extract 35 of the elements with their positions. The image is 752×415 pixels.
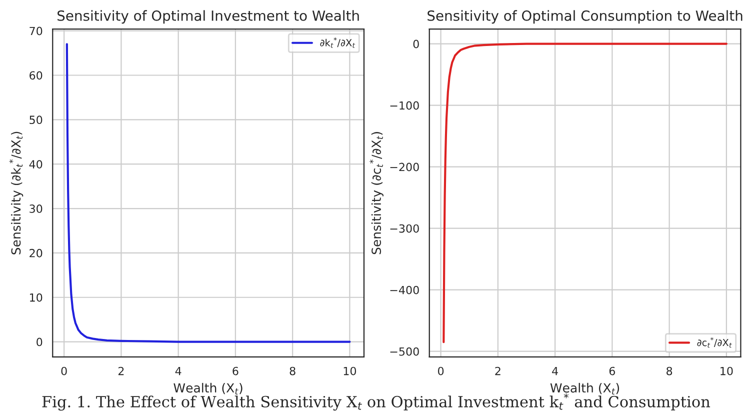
x-tick-label: 0 <box>61 366 67 376</box>
x-tick-label: 10 <box>344 366 356 376</box>
chart-title: Sensitivity of Optimal Consumption to Wealth <box>428 10 742 24</box>
x-axis-title: Wealth (X$_{t}$) <box>550 382 620 394</box>
x-tick-label: 4 <box>552 366 558 376</box>
y-tick-label: −500 <box>390 347 419 356</box>
y-axis-title: Sensitivity (∂c$_{t}$$^{*}$/∂X$_{t}$) <box>370 132 384 254</box>
x-axis-title: Wealth (X$_{t}$) <box>174 382 242 394</box>
x-tick-label: 4 <box>175 366 182 376</box>
y-tick-label: 10 <box>30 293 42 302</box>
chart-title: Sensitivity of Optimal Investment to Wealth <box>58 10 359 24</box>
y-tick-label: −300 <box>390 224 419 233</box>
y-tick-label: −200 <box>390 162 419 172</box>
x-tick-label: 6 <box>609 366 616 376</box>
x-tick-label: 8 <box>290 366 296 376</box>
x-tick-label: 6 <box>232 366 238 376</box>
x-tick-label: 8 <box>666 366 672 376</box>
y-tick-label: 60 <box>30 71 42 80</box>
y-tick-label: −400 <box>390 286 419 294</box>
x-tick-label: 2 <box>495 366 500 376</box>
y-tick-label: 50 <box>30 116 42 124</box>
y-tick-label: 30 <box>30 204 42 213</box>
legend-label: ∂c$_{t}$$^{*}$/∂X$_{t}$ <box>697 337 732 348</box>
x-tick-label: 2 <box>118 366 124 376</box>
x-tick-label: 10 <box>720 366 733 376</box>
y-tick-label: 70 <box>30 26 42 36</box>
caption: Fig. 1. The Effect of Wealth Sensitivity X$_{t}$ on Optimal Investment k$_{t}$$^{*}$ and Consumption <box>42 393 710 411</box>
y-tick-label: −100 <box>390 101 419 110</box>
y-tick-label: 20 <box>30 248 42 258</box>
y-axis-title: Sensitivity (∂k$_{t}$$^{*}$/∂X$_{t}$) <box>9 132 24 254</box>
y-tick-label: 40 <box>29 160 42 168</box>
legend-label: ∂k$_{t}$$^{*}$/∂X$_{t}$ <box>320 37 356 48</box>
x-tick-label: 0 <box>438 366 444 376</box>
y-tick-label: 0 <box>413 40 419 48</box>
y-tick-label: 0 <box>36 338 42 346</box>
